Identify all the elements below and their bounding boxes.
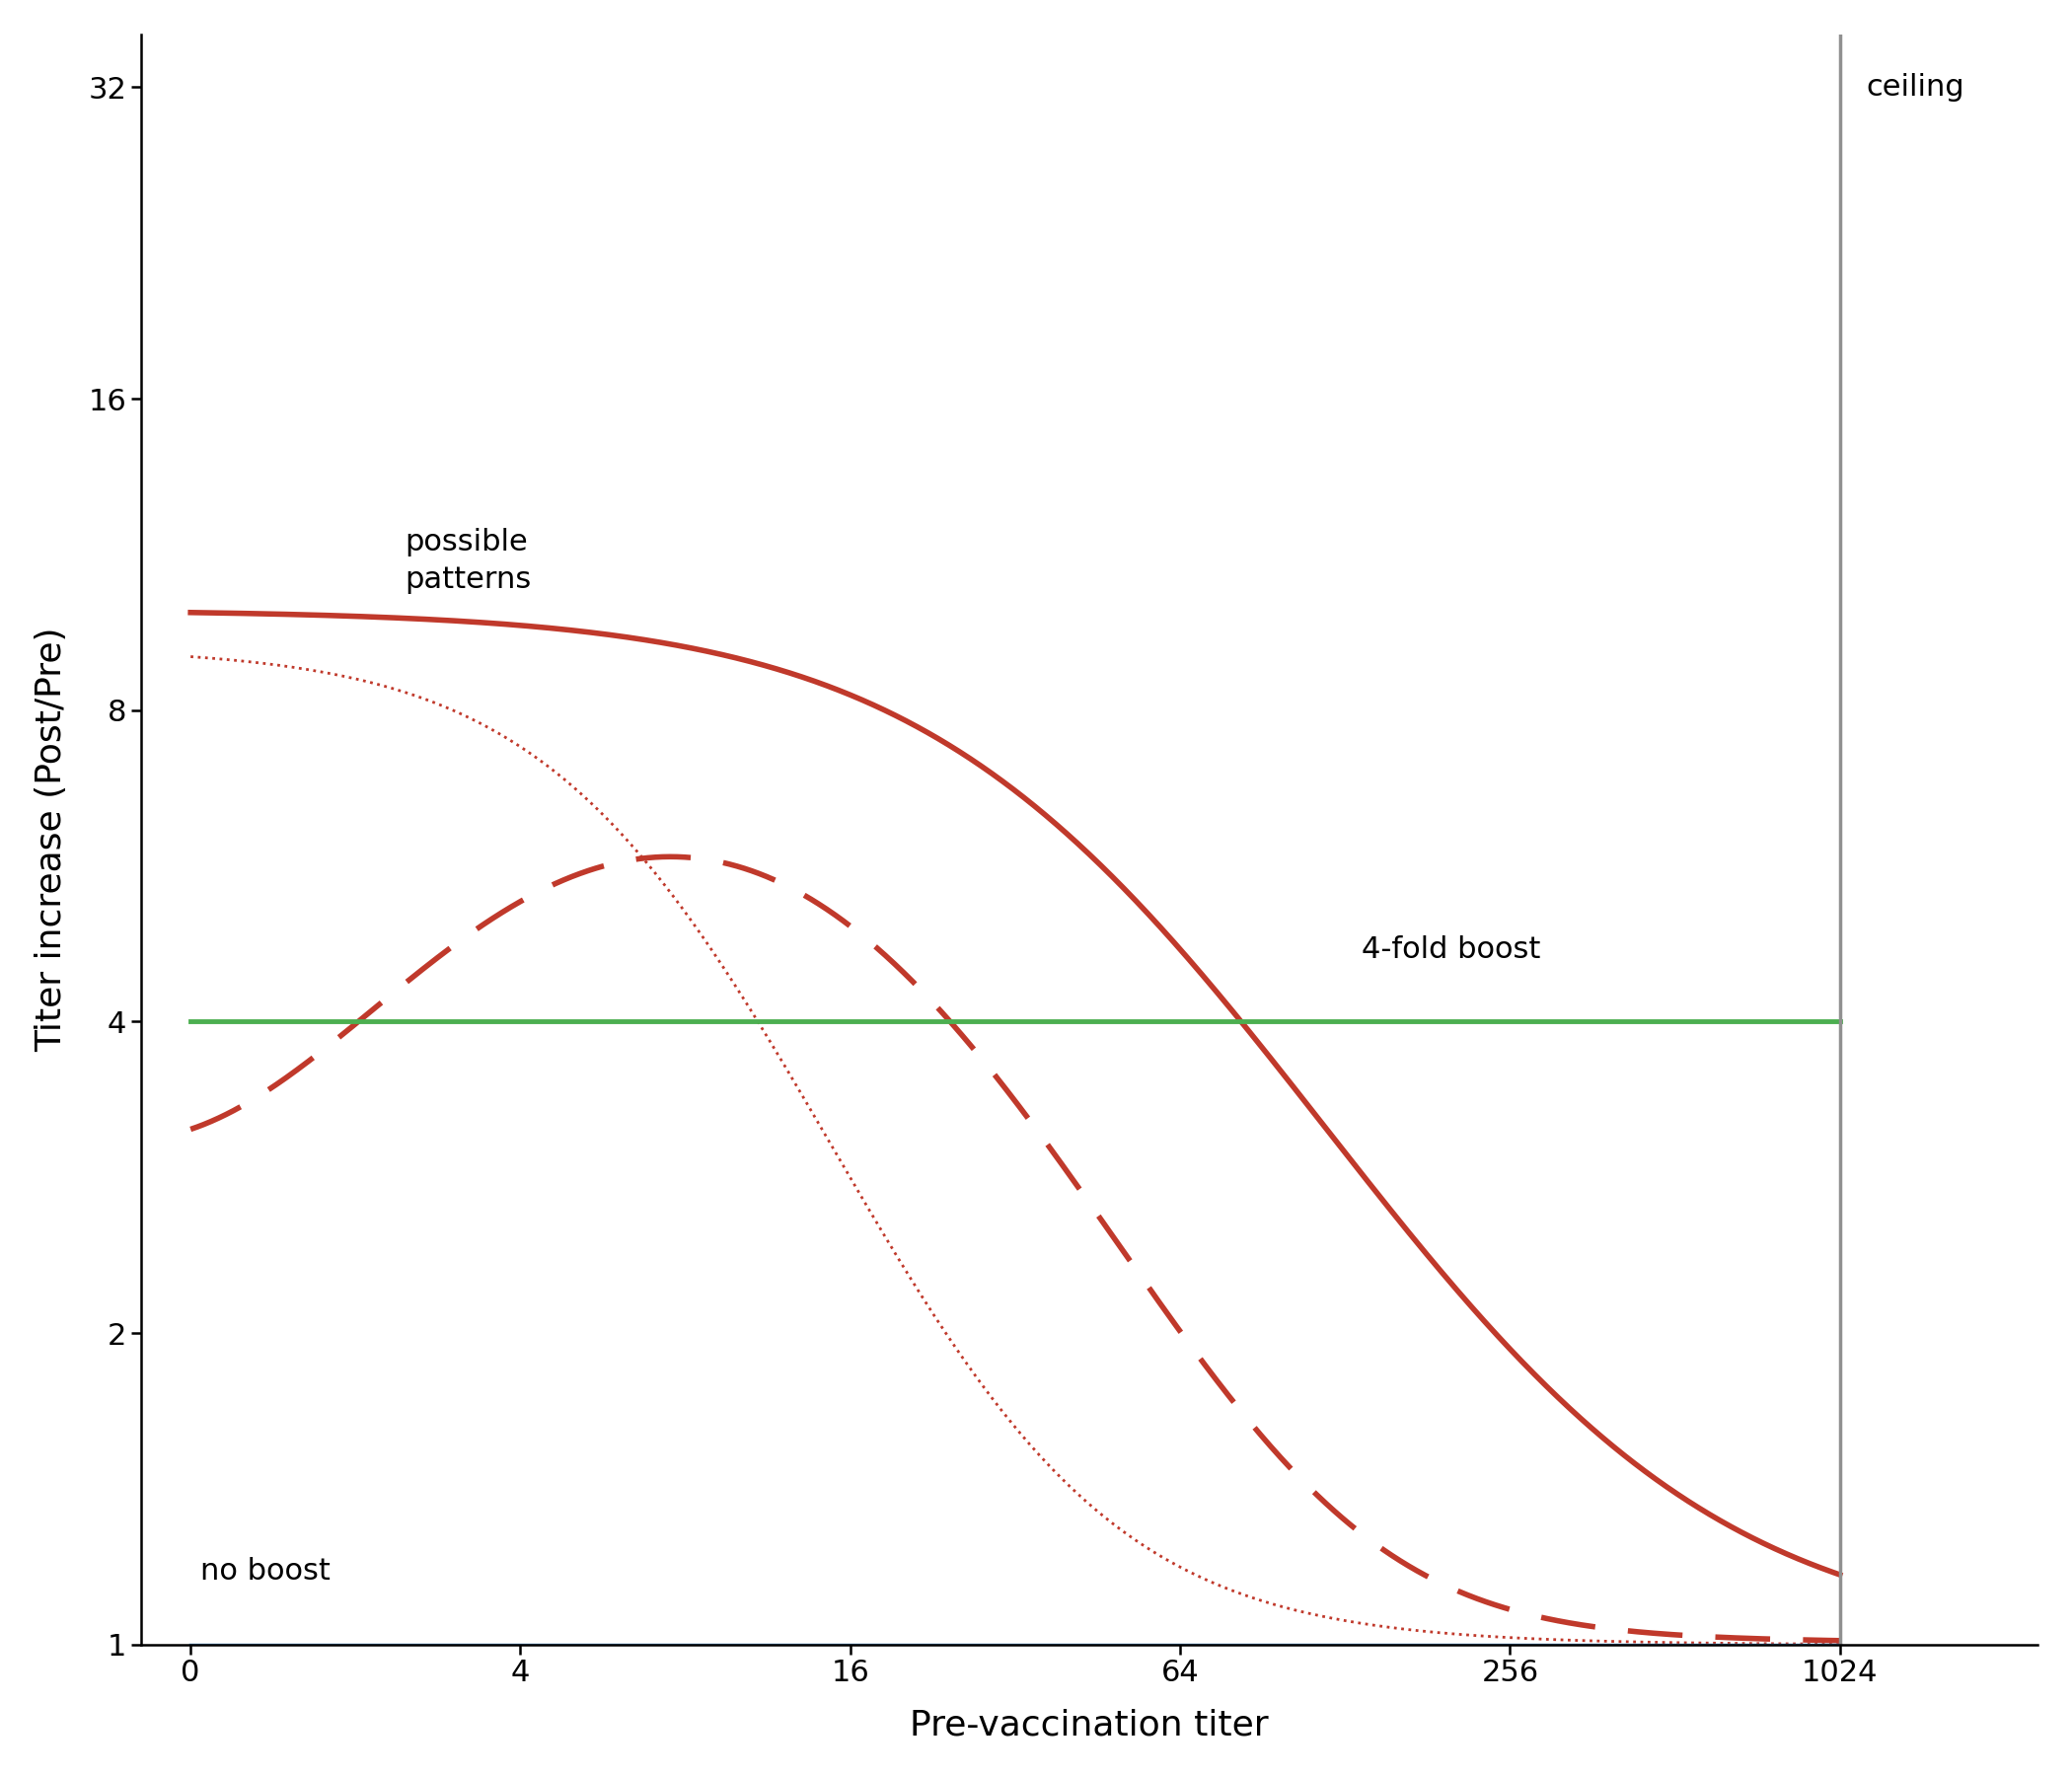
Text: 4-fold boost: 4-fold boost: [1361, 936, 1539, 964]
Text: ceiling: ceiling: [1867, 73, 1964, 101]
Text: possible
patterns: possible patterns: [404, 527, 533, 595]
X-axis label: Pre-vaccination titer: Pre-vaccination titer: [910, 1709, 1268, 1742]
Y-axis label: Titer increase (Post/Pre): Titer increase (Post/Pre): [35, 627, 68, 1051]
Text: no boost: no boost: [201, 1558, 332, 1586]
